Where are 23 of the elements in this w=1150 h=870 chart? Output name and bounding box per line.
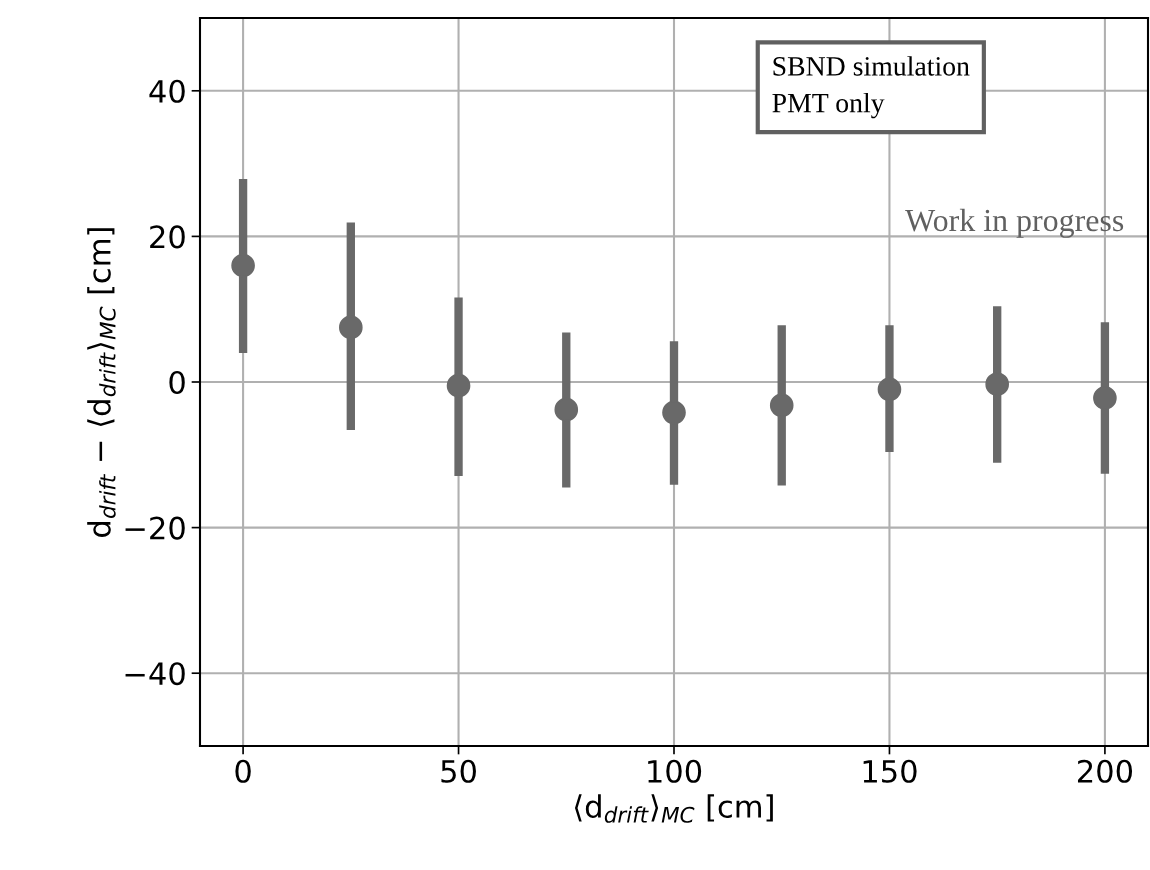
x-tick-label: 0 [235, 759, 251, 783]
x-tick-label: 100 [648, 759, 702, 783]
y-tick-label: −20 [125, 516, 185, 540]
y-tick-label: −40 [125, 662, 185, 686]
point [877, 377, 902, 402]
x-tick-label: 200 [1077, 759, 1133, 783]
y-tick-label: 40 [149, 79, 185, 103]
y-axis-title: d$_{drift}$ − ⟨d$_{drift}$⟩$_{MC}$ [cm] [87, 228, 116, 537]
point [985, 372, 1009, 396]
point [231, 253, 255, 278]
point [446, 373, 471, 398]
x-tick-label: 50 [441, 759, 476, 783]
point [662, 400, 686, 425]
x-tick-label: 150 [863, 759, 917, 783]
point [769, 393, 794, 418]
annotation: SBND simulation PMT only [772, 56, 970, 119]
point [554, 397, 579, 422]
y-tick-label: 20 [150, 225, 185, 249]
x-axis-title: ⟨d$_{drift}$⟩$_{MC}$ [cm] [574, 794, 773, 823]
point [1093, 386, 1117, 410]
y-tick-label: 0 [169, 370, 185, 395]
annotation: Work in progress [905, 208, 1124, 238]
point [339, 315, 363, 340]
